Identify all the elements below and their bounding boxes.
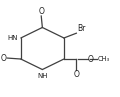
Text: O: O xyxy=(38,6,44,16)
Text: O: O xyxy=(73,70,79,79)
Text: CH₃: CH₃ xyxy=(98,56,110,62)
Text: NH: NH xyxy=(38,73,48,79)
Text: HN: HN xyxy=(7,35,18,41)
Text: Br: Br xyxy=(77,24,85,33)
Text: O: O xyxy=(1,54,7,63)
Text: O: O xyxy=(88,55,94,64)
